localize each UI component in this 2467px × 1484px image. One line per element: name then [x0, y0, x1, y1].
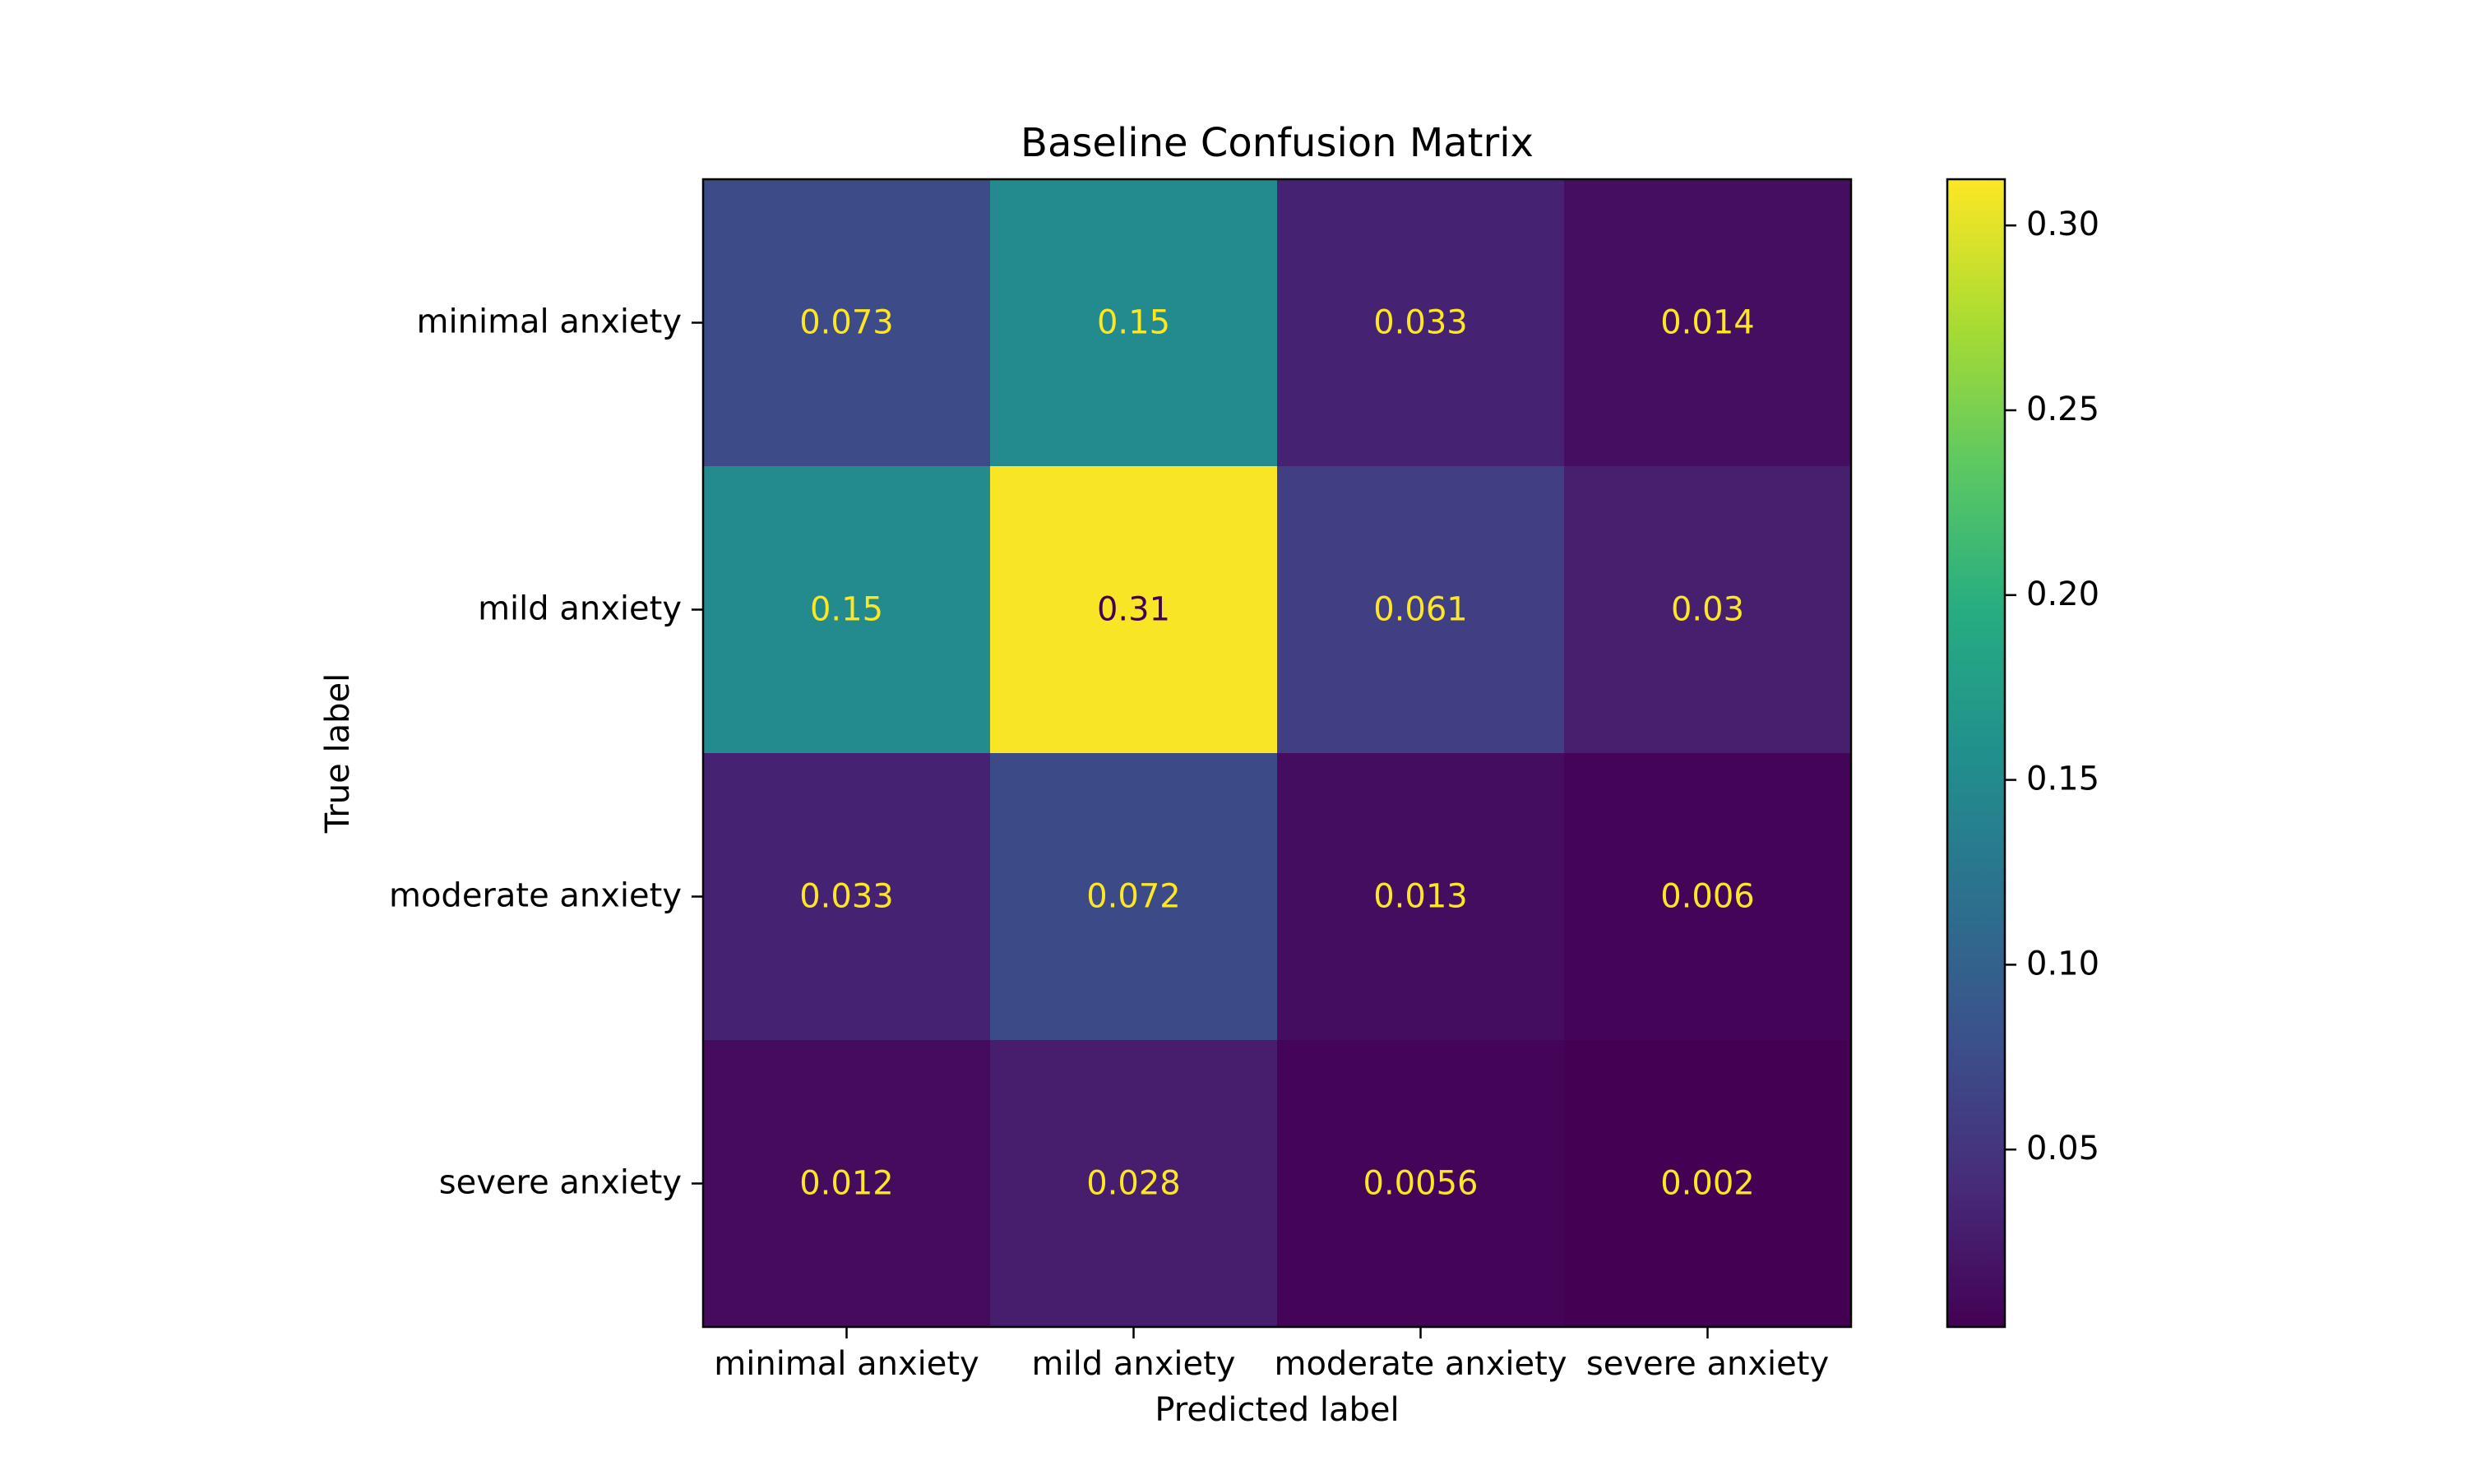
x-tick-label: moderate anxiety [1274, 1345, 1567, 1383]
colorbar-tick-label: 0.25 [2026, 391, 2099, 428]
heatmap-cell [1564, 179, 1852, 467]
plot-frame [701, 178, 1853, 1329]
colorbar-ticks: 0.05 0.10 0.15 0.20 0.25 0.30 [2005, 206, 2099, 1167]
cell-value-label: 0.03 [1671, 591, 1744, 629]
heatmap-cell [1277, 179, 1565, 467]
y-tick-label: mild anxiety [478, 590, 682, 628]
heatmap-cells: 0.073 0.15 0.033 0.014 0.15 0.31 0.061 0.03 0.03… [703, 179, 1852, 1328]
heatmap-cell [1277, 466, 1565, 754]
cell-value-label: 0.013 [1373, 878, 1468, 916]
y-axis-ticks: minimal anxiety mild anxiety moderate anxi… [389, 303, 703, 1202]
y-tick-label: minimal anxiety [417, 303, 682, 341]
cell-value-label: 0.006 [1660, 878, 1755, 916]
heatmap-cell [990, 179, 1278, 467]
heatmap-cell [703, 1040, 991, 1328]
y-tick-label: severe anxiety [439, 1164, 682, 1202]
cell-value-label: 0.061 [1373, 591, 1468, 629]
x-axis-label: Predicted label [1155, 1391, 1399, 1429]
colorbar-tick-label: 0.05 [2026, 1130, 2099, 1167]
colorbar-tick-label: 0.20 [2026, 576, 2099, 613]
cell-value-label: 0.15 [810, 591, 883, 629]
cell-value-label: 0.033 [799, 878, 894, 916]
y-tick-label: moderate anxiety [389, 877, 682, 915]
cell-value-label: 0.072 [1086, 878, 1181, 916]
cell-value-label: 0.014 [1660, 304, 1755, 342]
heatmap-cell [1564, 753, 1852, 1041]
x-axis-ticks: minimal anxiety mild anxiety moderate anxi… [714, 1327, 1829, 1383]
y-axis-label: True label [319, 673, 357, 834]
heatmap-cell [703, 753, 991, 1041]
cell-value-label: 0.002 [1660, 1165, 1755, 1203]
heatmap-cell [1277, 753, 1565, 1041]
cell-value-label: 0.15 [1097, 304, 1170, 342]
heatmap-cell [990, 1040, 1278, 1328]
colorbar [1946, 178, 2006, 1329]
cell-value-label: 0.31 [1097, 591, 1170, 629]
heatmap-cell [703, 466, 991, 754]
x-tick-label: mild anxiety [1032, 1345, 1236, 1383]
x-tick-label: severe anxiety [1586, 1345, 1829, 1383]
chart-title: Baseline Confusion Matrix [1021, 120, 1534, 166]
cell-value-label: 0.028 [1086, 1165, 1181, 1203]
cell-value-label: 0.012 [799, 1165, 894, 1203]
cell-value-label: 0.073 [799, 304, 894, 342]
heatmap-cell [1564, 1040, 1852, 1328]
heatmap-cell [990, 753, 1278, 1041]
cell-value-label: 0.0056 [1363, 1165, 1479, 1203]
heatmap-cell [703, 179, 991, 467]
heatmap-cell [990, 466, 1278, 754]
heatmap-cell [1277, 1040, 1565, 1328]
colorbar-tick-label: 0.30 [2026, 206, 2099, 243]
colorbar-tick-label: 0.15 [2026, 760, 2099, 798]
heatmap-cell [1564, 466, 1852, 754]
x-tick-label: minimal anxiety [714, 1345, 979, 1383]
colorbar-tick-label: 0.10 [2026, 945, 2099, 982]
cell-value-label: 0.033 [1373, 304, 1468, 342]
